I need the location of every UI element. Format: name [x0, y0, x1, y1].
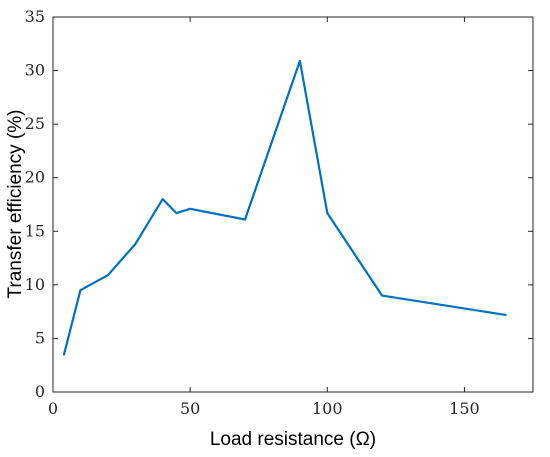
- y-tick-labels: 0 5 10 15 20 25 30 35: [25, 7, 45, 401]
- y-tick-label: 30: [25, 61, 45, 80]
- y-tick-label: 35: [25, 7, 45, 26]
- x-tick-label: 0: [48, 399, 58, 418]
- x-tick-label: 100: [312, 399, 343, 418]
- y-tick-label: 10: [25, 275, 45, 294]
- x-tick-label: 50: [180, 399, 200, 418]
- plot-area-frame: [52, 16, 534, 393]
- y-tick-label: 0: [35, 382, 45, 401]
- x-axis-label: Load resistance (Ω): [210, 429, 376, 450]
- x-tick-labels: 0 50 100 150: [48, 399, 480, 418]
- y-tick-label: 15: [25, 221, 45, 240]
- x-tick-label: 150: [449, 399, 480, 418]
- series-line-1: [62, 59, 507, 356]
- y-tick-label: 25: [25, 114, 45, 133]
- axis-ticks: [52, 16, 533, 393]
- y-axis-label: Transfer efficiency (%): [5, 110, 26, 299]
- y-tick-label: 20: [25, 168, 45, 187]
- y-tick-label: 5: [35, 328, 45, 347]
- series-layer: [62, 59, 507, 356]
